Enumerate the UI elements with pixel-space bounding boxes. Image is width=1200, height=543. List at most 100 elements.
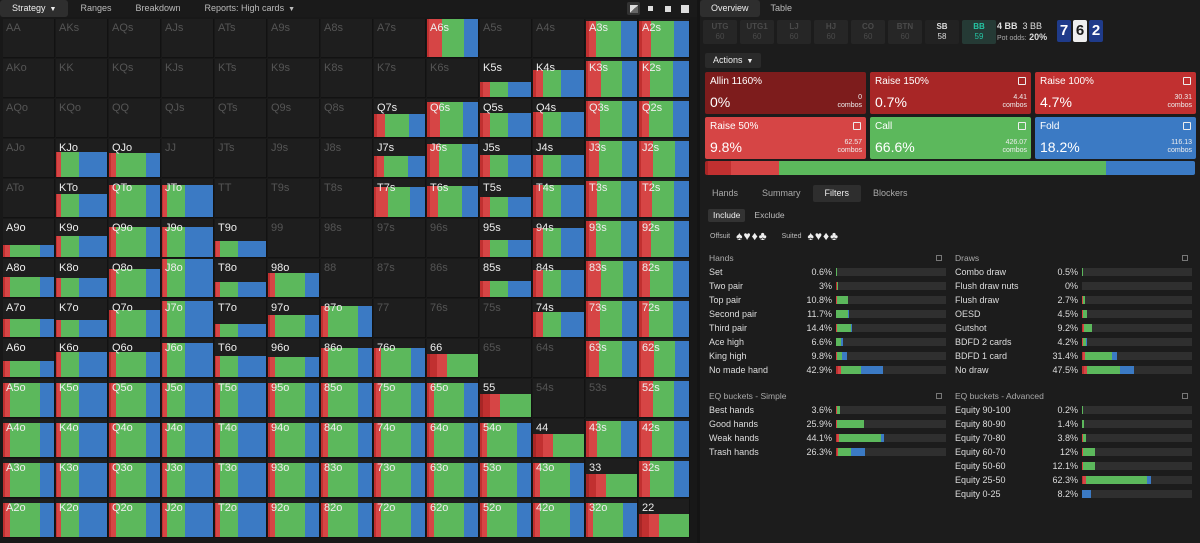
exclude-toggle[interactable]: Exclude	[754, 210, 785, 220]
collapse-toggle-icon[interactable]	[936, 255, 942, 261]
grid-medium-icon[interactable]	[661, 2, 674, 15]
subtab-blockers[interactable]: Blockers	[873, 188, 908, 198]
hand-cell[interactable]: 44	[533, 419, 585, 458]
hand-cell[interactable]: K9s	[268, 59, 320, 98]
filter-row[interactable]: No made hand 42.9%	[709, 363, 946, 377]
hand-cell[interactable]: Q3o	[109, 459, 161, 498]
hand-cell[interactable]: QTo	[109, 179, 161, 218]
filter-row[interactable]: Combo draw 0.5%	[955, 265, 1192, 279]
hand-cell[interactable]: J8s	[321, 139, 373, 178]
filter-row[interactable]: Equity 25-50 62.3%	[955, 473, 1192, 487]
hand-cell[interactable]: J8o	[162, 259, 214, 298]
hand-cell[interactable]: 95s	[480, 219, 532, 258]
hand-cell[interactable]: 73s	[586, 299, 638, 338]
hand-cell[interactable]: K9o	[56, 219, 108, 258]
hand-cell[interactable]: A9s	[268, 19, 320, 58]
hand-cell[interactable]: T2s	[639, 179, 690, 218]
hand-cell[interactable]: 62s	[639, 339, 690, 378]
hand-cell[interactable]: 64o	[427, 419, 479, 458]
hand-cell[interactable]: 76o	[374, 339, 426, 378]
hand-cell[interactable]: 83s	[586, 259, 638, 298]
hand-cell[interactable]: J3o	[162, 459, 214, 498]
subtab-hands[interactable]: Hands	[712, 188, 739, 198]
hand-cell[interactable]: Q4s	[533, 99, 585, 138]
filter-row[interactable]: Set 0.6%	[709, 265, 946, 279]
hand-cell[interactable]: A3o	[3, 459, 55, 498]
hand-cell[interactable]: 74o	[374, 419, 426, 458]
hand-cell[interactable]: 76s	[427, 299, 479, 338]
hand-cell[interactable]: 54o	[480, 419, 532, 458]
hand-cell[interactable]: AA	[3, 19, 55, 58]
hand-cell[interactable]: J9s	[268, 139, 320, 178]
hand-cell[interactable]: 52o	[480, 499, 532, 538]
hand-cell[interactable]: 87s	[374, 259, 426, 298]
details-icon[interactable]	[853, 122, 861, 130]
hand-cell[interactable]: A5s	[480, 19, 532, 58]
position-utg1[interactable]: UTG1 60	[740, 20, 774, 44]
hand-cell[interactable]: A2o	[3, 499, 55, 538]
hand-cell[interactable]: 93s	[586, 219, 638, 258]
filter-row[interactable]: No draw 47.5%	[955, 363, 1192, 377]
hand-cell[interactable]: T4o	[215, 419, 267, 458]
action-call[interactable]: Call 66.6% 426.07 combos	[870, 117, 1031, 159]
hand-cell[interactable]: A4s	[533, 19, 585, 58]
tab-ranges[interactable]: Ranges	[68, 0, 123, 17]
details-icon[interactable]	[1183, 77, 1191, 85]
hand-cell[interactable]: T9s	[268, 179, 320, 218]
hand-cell[interactable]: J9o	[162, 219, 214, 258]
hand-cell[interactable]: J7o	[162, 299, 214, 338]
hand-cell[interactable]: KJo	[56, 139, 108, 178]
filter-row[interactable]: Third pair 14.4%	[709, 321, 946, 335]
hand-cell[interactable]: K3s	[586, 59, 638, 98]
position-sb[interactable]: SB 58	[925, 20, 959, 44]
hand-cell[interactable]: A3s	[586, 19, 638, 58]
tab-table[interactable]: Table	[770, 3, 793, 13]
action-raise-50[interactable]: Raise 50% 9.8% 62.57 combos	[705, 117, 866, 159]
tab-strategy[interactable]: Strategy ▼	[0, 0, 69, 17]
hand-cell[interactable]: K7o	[56, 299, 108, 338]
grid-small-icon[interactable]	[644, 2, 657, 15]
hand-cell[interactable]: A4o	[3, 419, 55, 458]
hand-cell[interactable]: T6o	[215, 339, 267, 378]
hand-cell[interactable]: 84s	[533, 259, 585, 298]
hand-cell[interactable]: J4o	[162, 419, 214, 458]
tab-overview[interactable]: Overview	[700, 0, 760, 17]
hand-cell[interactable]: 93o	[268, 459, 320, 498]
hand-cell[interactable]: K5o	[56, 379, 108, 418]
hand-cell[interactable]: K7s	[374, 59, 426, 98]
hand-cell[interactable]: 53s	[586, 379, 638, 418]
hand-cell[interactable]: 98s	[321, 219, 373, 258]
hand-cell[interactable]: 73o	[374, 459, 426, 498]
hand-cell[interactable]: K8s	[321, 59, 373, 98]
offsuit-suit-icons[interactable]: ♠♥♦♣	[736, 229, 768, 243]
hand-cell[interactable]: 87o	[321, 299, 373, 338]
position-lj[interactable]: LJ 60	[777, 20, 811, 44]
suited-suit-icons[interactable]: ♠♥♦♣	[807, 229, 839, 243]
hand-cell[interactable]: 96s	[427, 219, 479, 258]
hand-cell[interactable]: 52s	[639, 379, 690, 418]
hand-cell[interactable]: AKs	[56, 19, 108, 58]
hand-cell[interactable]: 85o	[321, 379, 373, 418]
hand-cell[interactable]: KK	[56, 59, 108, 98]
position-bb[interactable]: BB 59	[962, 20, 996, 44]
hand-cell[interactable]: 62o	[427, 499, 479, 538]
position-hj[interactable]: HJ 60	[814, 20, 848, 44]
hand-cell[interactable]: 63s	[586, 339, 638, 378]
filter-row[interactable]: Equity 90-100 0.2%	[955, 403, 1192, 417]
hand-cell[interactable]: Q6s	[427, 99, 479, 138]
hand-cell[interactable]: T2o	[215, 499, 267, 538]
hand-cell[interactable]: 82o	[321, 499, 373, 538]
hand-cell[interactable]: QJs	[162, 99, 214, 138]
hand-cell[interactable]: KTs	[215, 59, 267, 98]
hand-cell[interactable]: 88	[321, 259, 373, 298]
hand-cell[interactable]: 99	[268, 219, 320, 258]
hand-cell[interactable]: 53o	[480, 459, 532, 498]
hand-cell[interactable]: T8o	[215, 259, 267, 298]
hand-cell[interactable]: 82s	[639, 259, 690, 298]
hand-cell[interactable]: 94s	[533, 219, 585, 258]
filter-row[interactable]: Equity 0-25 8.2%	[955, 487, 1192, 501]
hand-cell[interactable]: J6o	[162, 339, 214, 378]
hand-cell[interactable]: Q5s	[480, 99, 532, 138]
filter-row[interactable]: Flush draw 2.7%	[955, 293, 1192, 307]
action-fold[interactable]: Fold 18.2% 116.13 combos	[1035, 117, 1196, 159]
